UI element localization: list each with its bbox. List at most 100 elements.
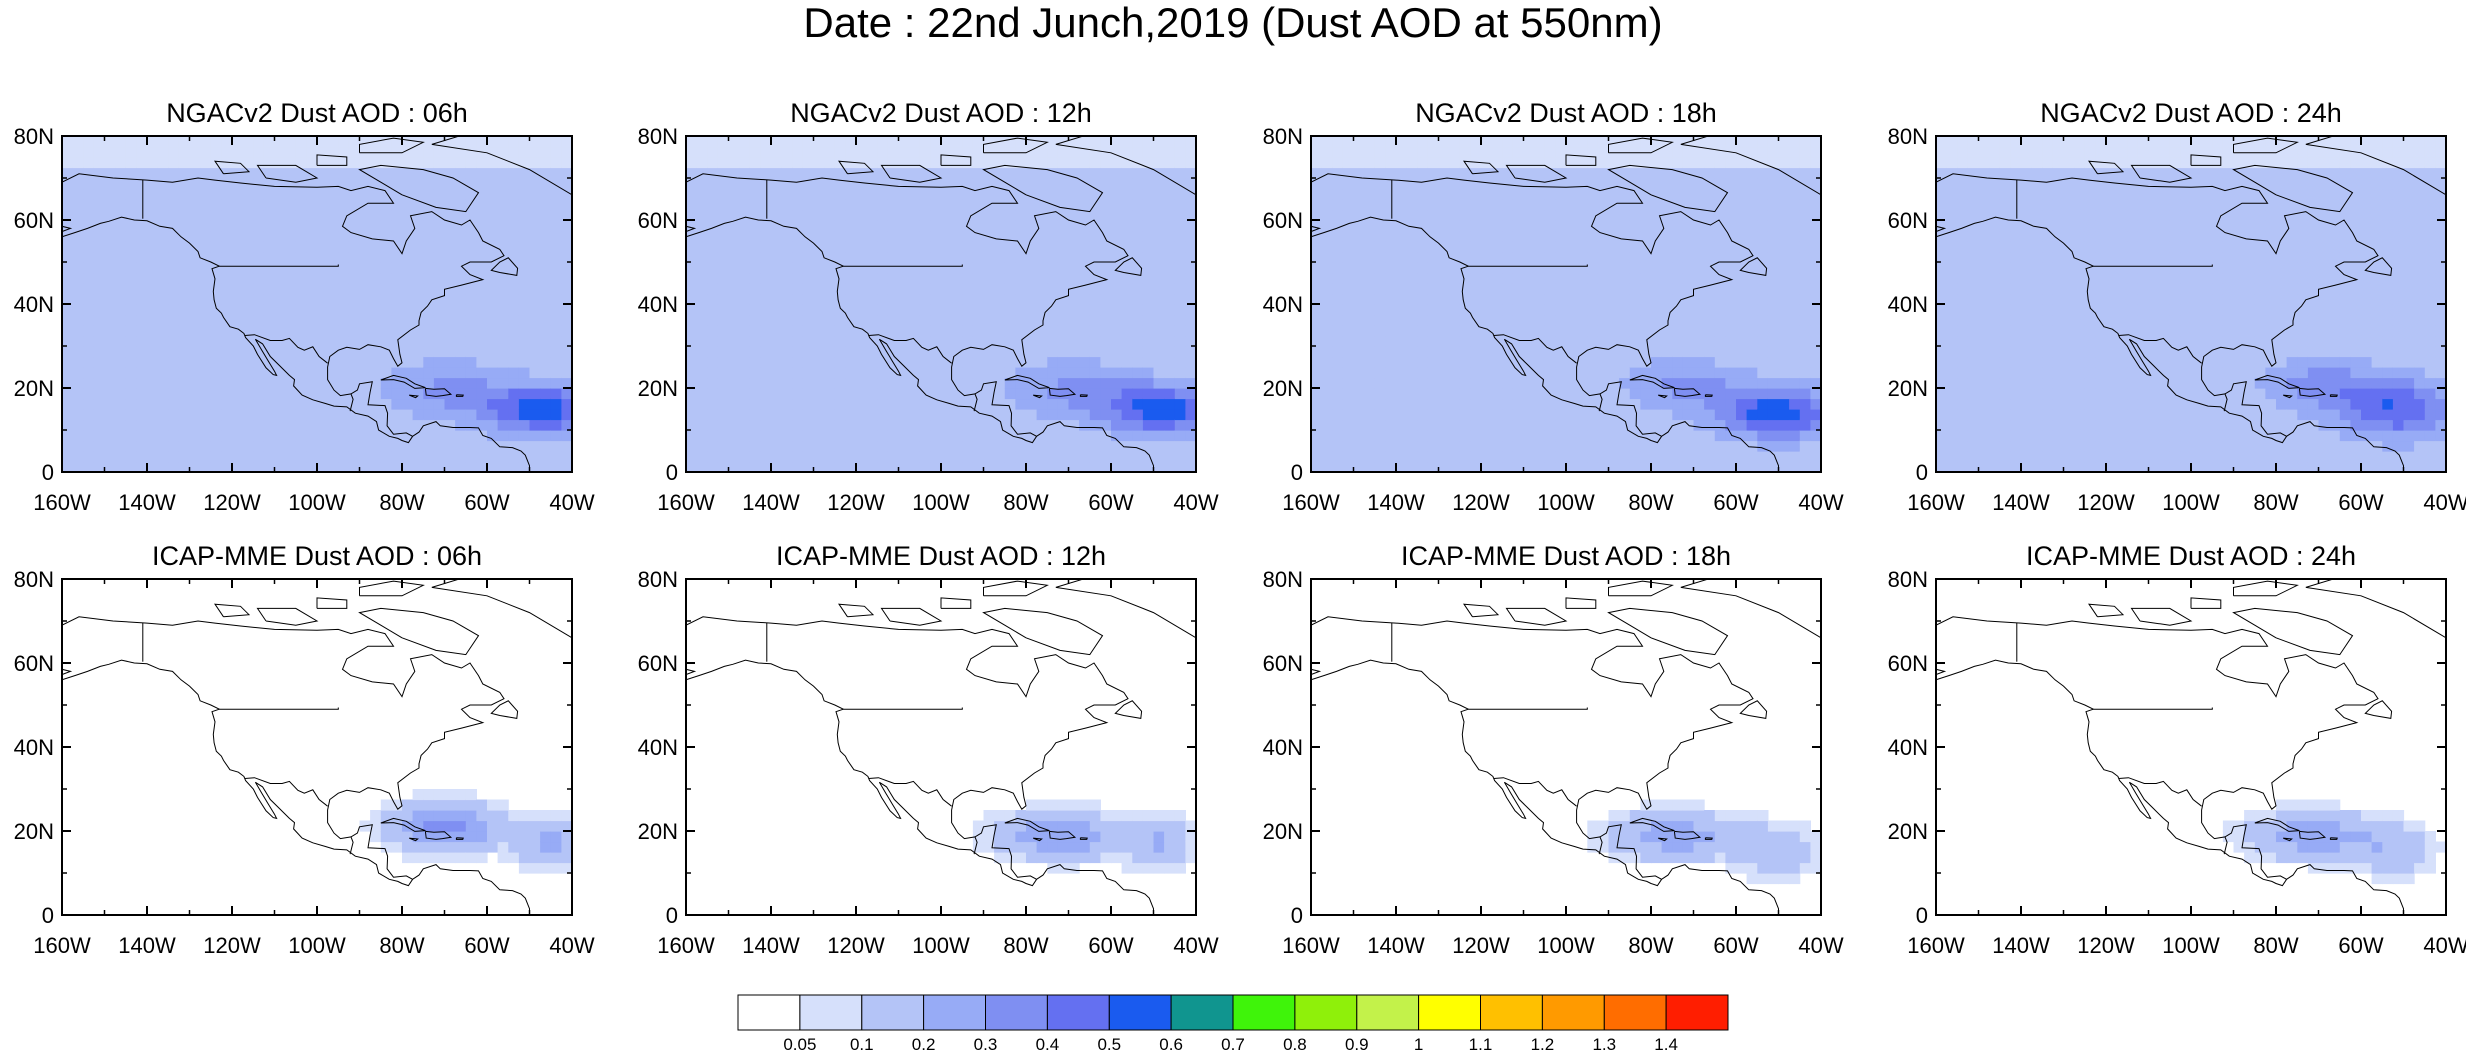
aod-cell bbox=[1746, 304, 1758, 316]
aod-cell bbox=[1789, 398, 1801, 410]
aod-cell bbox=[1470, 451, 1482, 463]
aod-cell bbox=[802, 367, 815, 379]
aod-cell bbox=[1778, 241, 1790, 253]
aod-cell bbox=[93, 220, 106, 232]
aod-cell bbox=[476, 209, 488, 221]
aod-cell bbox=[189, 377, 201, 389]
aod-cell bbox=[370, 199, 382, 211]
aod-cell bbox=[1396, 346, 1408, 358]
aod-cell bbox=[717, 304, 730, 316]
aod-cell bbox=[1449, 325, 1461, 337]
aod-cell bbox=[1704, 419, 1716, 431]
aod-cell bbox=[1396, 314, 1408, 326]
aod-cell bbox=[487, 188, 499, 200]
aod-cell bbox=[1142, 199, 1155, 211]
aod-cell bbox=[423, 209, 435, 221]
aod-cell bbox=[391, 377, 403, 389]
aod-cell bbox=[1036, 440, 1048, 452]
aod-cell bbox=[1068, 451, 1080, 463]
aod-cell bbox=[348, 136, 361, 148]
aod-cell bbox=[1619, 335, 1631, 347]
aod-cell bbox=[856, 157, 868, 169]
aod-cell bbox=[1746, 283, 1758, 295]
aod-cell bbox=[707, 293, 719, 305]
aod-cell bbox=[717, 209, 730, 221]
aod-cell bbox=[834, 220, 846, 232]
aod-cell bbox=[1015, 346, 1027, 358]
aod-cell bbox=[1406, 136, 1418, 148]
aod-cell bbox=[1725, 335, 1737, 347]
aod-cell bbox=[1089, 146, 1101, 158]
aod-cell bbox=[972, 304, 985, 316]
aod-cell bbox=[696, 136, 708, 137]
aod-cell bbox=[1342, 283, 1355, 295]
aod-cell bbox=[802, 419, 815, 431]
aod-cell bbox=[1185, 136, 1196, 137]
aod-cell bbox=[1385, 262, 1397, 274]
aod-cell bbox=[1374, 167, 1386, 179]
aod-cell bbox=[157, 440, 169, 452]
aod-cell bbox=[306, 398, 318, 410]
aod-cell bbox=[125, 136, 137, 137]
aod-cell bbox=[1491, 398, 1503, 410]
aod-cell bbox=[178, 335, 191, 347]
aod-cell bbox=[1502, 325, 1514, 337]
aod-cell bbox=[1512, 325, 1525, 337]
aod-cell bbox=[877, 167, 889, 179]
aod-cell bbox=[253, 409, 265, 421]
aod-cell bbox=[1449, 251, 1461, 263]
aod-cell bbox=[1629, 409, 1641, 421]
aod-cell bbox=[707, 451, 719, 463]
aod-cell bbox=[444, 293, 456, 305]
aod-cell bbox=[813, 419, 825, 431]
aod-cell bbox=[824, 146, 836, 158]
aod-cell bbox=[1767, 262, 1780, 274]
aod-cell bbox=[1757, 367, 1769, 379]
aod-cell bbox=[508, 283, 520, 295]
aod-cell bbox=[1068, 367, 1080, 379]
aod-cell bbox=[1026, 251, 1038, 263]
aod-cell bbox=[1725, 346, 1737, 358]
aod-cell bbox=[561, 251, 572, 263]
aod-cell bbox=[1470, 188, 1482, 200]
aod-cell bbox=[242, 419, 254, 431]
aod-cell bbox=[1174, 430, 1186, 442]
aod-cell bbox=[994, 398, 1006, 410]
aod-cell bbox=[1661, 419, 1673, 431]
aod-cell bbox=[1512, 283, 1525, 295]
aod-cell bbox=[359, 220, 371, 232]
aod-cell bbox=[561, 388, 572, 400]
aod-cell bbox=[1153, 398, 1165, 410]
aod-cell bbox=[1332, 241, 1344, 253]
aod-cell bbox=[1587, 314, 1599, 326]
aod-cell bbox=[1427, 409, 1440, 421]
aod-cell bbox=[1661, 157, 1673, 169]
aod-cell bbox=[1385, 419, 1397, 431]
aod-cell bbox=[295, 409, 307, 421]
aod-cell bbox=[1142, 430, 1155, 442]
aod-cell bbox=[1332, 262, 1344, 274]
aod-cell bbox=[1121, 293, 1133, 305]
island-outline bbox=[1114, 257, 1143, 276]
aod-cell bbox=[1576, 451, 1588, 463]
aod-cell bbox=[125, 377, 137, 389]
aod-cell bbox=[1704, 335, 1716, 347]
aod-cell bbox=[1767, 209, 1780, 221]
aod-cell bbox=[1311, 304, 1323, 316]
aod-cell bbox=[359, 304, 371, 316]
aod-cell bbox=[1746, 409, 1758, 421]
aod-cell bbox=[444, 461, 456, 472]
aod-cell bbox=[327, 220, 339, 232]
aod-cell bbox=[465, 178, 477, 190]
aod-cell bbox=[508, 251, 520, 263]
aod-cell bbox=[994, 188, 1006, 200]
aod-cell bbox=[263, 136, 276, 148]
aod-cell bbox=[1714, 398, 1726, 410]
aod-cell bbox=[1470, 409, 1482, 421]
aod-cell bbox=[739, 136, 751, 148]
aod-cell bbox=[845, 440, 857, 452]
aod-cell bbox=[1311, 430, 1323, 442]
aod-cell bbox=[306, 293, 318, 305]
aod-cell bbox=[1406, 356, 1418, 368]
aod-cell bbox=[1778, 136, 1790, 148]
